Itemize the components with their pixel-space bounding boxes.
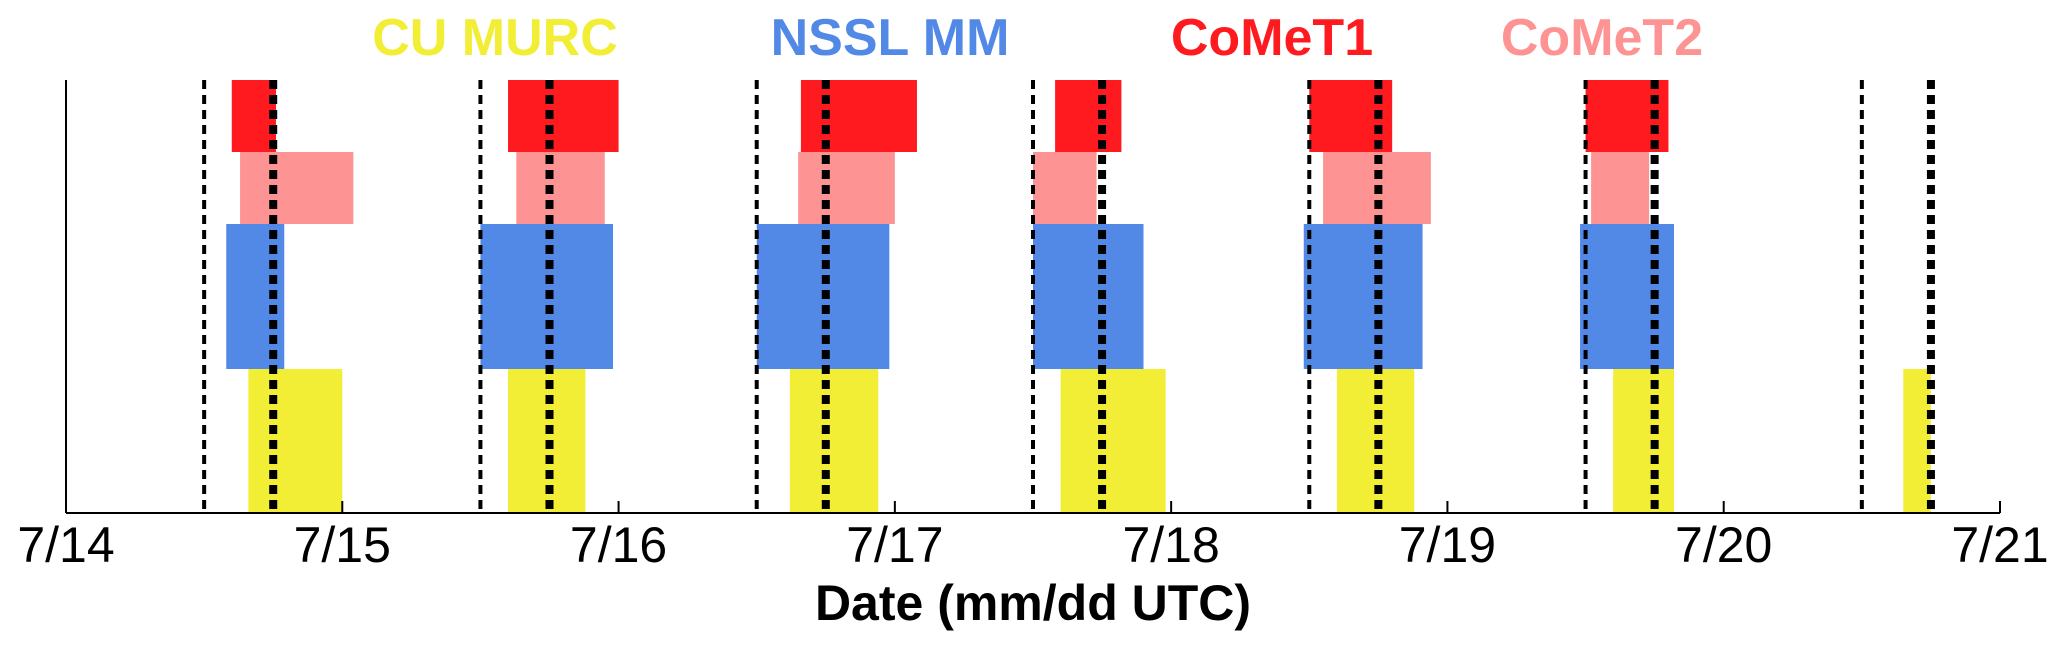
bar-comet1-2 bbox=[800, 80, 917, 152]
legend-nssl-mm: NSSL MM bbox=[771, 9, 1010, 67]
bar-comet2-1 bbox=[516, 152, 605, 224]
x-tick-label-3: 7/17 bbox=[846, 517, 943, 573]
x-tick-label-2: 7/16 bbox=[570, 517, 667, 573]
bar-comet2-0 bbox=[240, 152, 354, 224]
bar-cu-murc-3 bbox=[1060, 369, 1166, 513]
bar-cu-murc-6 bbox=[1903, 369, 1931, 513]
bar-nssl-mm-5 bbox=[1580, 224, 1674, 369]
bar-nssl-mm-4 bbox=[1303, 224, 1423, 369]
bar-comet1-0 bbox=[231, 80, 276, 152]
bar-cu-murc-5 bbox=[1613, 369, 1674, 513]
bar-comet1-3 bbox=[1055, 80, 1122, 152]
x-axis-title: Date (mm/dd UTC) bbox=[815, 575, 1251, 631]
legend-comet2: CoMeT2 bbox=[1501, 9, 1703, 67]
legend-cu-murc: CU MURC bbox=[372, 9, 618, 67]
bar-comet2-2 bbox=[798, 152, 895, 224]
bar-nssl-mm-3 bbox=[1033, 224, 1144, 369]
x-tick-label-4: 7/18 bbox=[1122, 517, 1219, 573]
bar-cu-murc-2 bbox=[789, 369, 879, 513]
x-tick-label-6: 7/20 bbox=[1675, 517, 1772, 573]
x-tick-label-0: 7/14 bbox=[17, 517, 114, 573]
bar-comet2-3 bbox=[1033, 152, 1097, 224]
bar-comet1-1 bbox=[508, 80, 619, 152]
x-tick-label-7: 7/21 bbox=[1951, 517, 2048, 573]
x-tick-label-1: 7/15 bbox=[294, 517, 391, 573]
legend: CU MURC NSSL MM CoMeT1 CoMeT2 bbox=[372, 9, 1703, 67]
legend-comet1: CoMeT1 bbox=[1171, 9, 1373, 67]
vlines-layer bbox=[202, 80, 1935, 513]
bar-comet2-5 bbox=[1591, 152, 1650, 224]
bar-cu-murc-0 bbox=[248, 369, 343, 513]
x-tick-label-5: 7/19 bbox=[1399, 517, 1496, 573]
axes-layer: 7/14 7/15 7/16 7/17 7/18 7/19 7/20 7/21 bbox=[17, 80, 2049, 573]
